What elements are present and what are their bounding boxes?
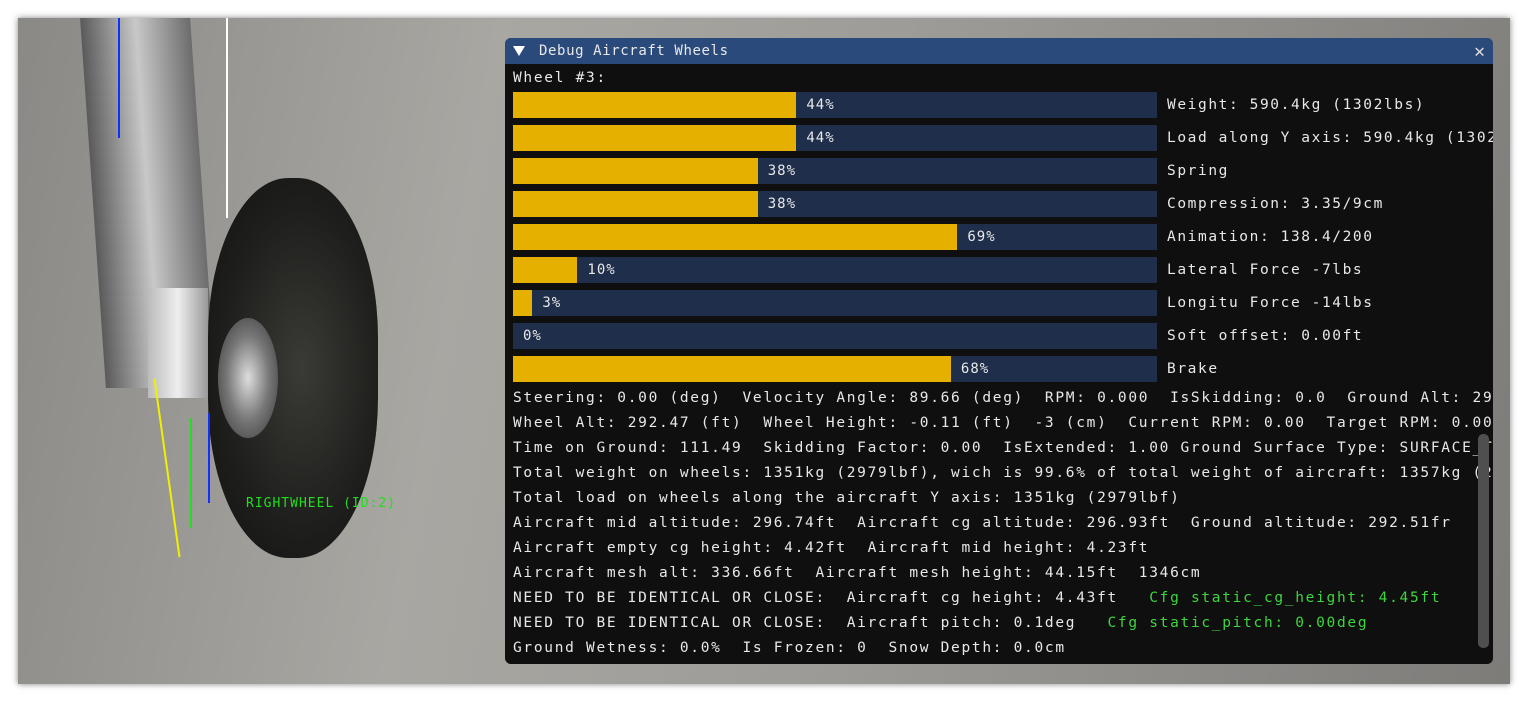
debug-axis-line bbox=[208, 413, 210, 503]
progress-percent: 38% bbox=[767, 196, 797, 212]
info-line: Aircraft mesh alt: 336.66ft Aircraft mes… bbox=[513, 565, 1202, 581]
progress-fill bbox=[513, 356, 951, 382]
progress-percent: 3% bbox=[542, 295, 562, 311]
progress-bar: 38% bbox=[513, 191, 1157, 217]
progress-percent: 38% bbox=[767, 163, 797, 179]
bar-label: Longitu Force -14lbs bbox=[1167, 295, 1374, 311]
compare-text: NEED TO BE IDENTICAL OR CLOSE: Aircraft … bbox=[513, 590, 1150, 606]
progress-percent: 44% bbox=[806, 97, 835, 113]
progress-fill bbox=[513, 191, 758, 217]
progress-bar: 0% bbox=[513, 323, 1157, 349]
wheel-header: Wheel #3: bbox=[513, 70, 607, 86]
info-line: Aircraft mid altitude: 296.74ft Aircraft… bbox=[513, 515, 1452, 531]
info-line: Aircraft empty cg height: 4.42ft Aircraf… bbox=[513, 540, 1150, 556]
progress-percent: 0% bbox=[523, 328, 542, 344]
wheel-hub bbox=[218, 318, 278, 438]
progress-bar: 38% bbox=[513, 158, 1157, 184]
compare-line: NEED TO BE IDENTICAL OR CLOSE: Aircraft … bbox=[513, 615, 1368, 631]
progress-percent: 68% bbox=[960, 361, 990, 377]
info-line: Total load on wheels along the aircraft … bbox=[513, 490, 1181, 506]
close-icon[interactable]: ✕ bbox=[1474, 41, 1485, 62]
compare-text: NEED TO BE IDENTICAL OR CLOSE: Aircraft … bbox=[513, 615, 1108, 631]
progress-bar: 69% bbox=[513, 224, 1157, 250]
progress-bar: 10% bbox=[513, 257, 1157, 283]
progress-bar: 44% bbox=[513, 92, 1157, 118]
bar-label: Spring bbox=[1167, 163, 1229, 179]
progress-bar: 68% bbox=[513, 356, 1157, 382]
cfg-value: Cfg static_cg_height: 4.45ft bbox=[1149, 590, 1442, 606]
progress-percent: 44% bbox=[806, 130, 835, 146]
debug-aircraft-wheels-window[interactable]: Debug Aircraft Wheels ✕ Wheel #3: 44% Wei… bbox=[505, 38, 1493, 664]
triangle-down-icon[interactable] bbox=[513, 46, 525, 56]
scrollbar-thumb[interactable] bbox=[1478, 434, 1489, 648]
progress-bar: 3% bbox=[513, 290, 1157, 316]
progress-fill bbox=[513, 125, 797, 151]
bar-label: Soft offset: 0.00ft bbox=[1167, 328, 1364, 344]
progress-fill bbox=[513, 92, 797, 118]
progress-fill bbox=[513, 224, 958, 250]
environment-line: Ground Wetness: 0.0% Is Frozen: 0 Snow D… bbox=[513, 640, 1066, 656]
progress-fill bbox=[513, 290, 533, 316]
info-line: Total weight on wheels: 1351kg (2979lbf)… bbox=[513, 465, 1493, 481]
bar-label: Load along Y axis: 590.4kg (1302lbs bbox=[1167, 130, 1493, 146]
compare-line: NEED TO BE IDENTICAL OR CLOSE: Aircraft … bbox=[513, 590, 1441, 606]
debug-axis-line bbox=[190, 418, 192, 528]
progress-fill bbox=[513, 257, 578, 283]
debug-axis-line bbox=[118, 18, 120, 138]
bar-label: Weight: 590.4kg (1302lbs) bbox=[1167, 97, 1426, 113]
gear-fork bbox=[148, 288, 208, 398]
bar-label: Compression: 3.35/9cm bbox=[1167, 196, 1384, 212]
debug-axis-line bbox=[153, 378, 181, 558]
progress-percent: 69% bbox=[967, 229, 996, 245]
progress-percent: 10% bbox=[587, 262, 616, 278]
debug-axis-line bbox=[226, 18, 228, 218]
info-line: Steering: 0.00 (deg) Velocity Angle: 89.… bbox=[513, 390, 1493, 406]
bar-label: Lateral Force -7lbs bbox=[1167, 262, 1364, 278]
info-line: Time on Ground: 111.49 Skidding Factor: … bbox=[513, 440, 1493, 456]
bar-label: Brake bbox=[1167, 361, 1219, 377]
window-title: Debug Aircraft Wheels bbox=[539, 43, 729, 59]
cfg-value: Cfg static_pitch: 0.00deg bbox=[1107, 615, 1369, 631]
progress-bar: 44% bbox=[513, 125, 1157, 151]
bar-label: Animation: 138.4/200 bbox=[1167, 229, 1374, 245]
window-title-bar[interactable]: Debug Aircraft Wheels ✕ bbox=[505, 38, 1493, 64]
progress-fill bbox=[513, 158, 758, 184]
info-line: Wheel Alt: 292.47 (ft) Wheel Height: -0.… bbox=[513, 415, 1493, 431]
wheel-debug-label: RIGHTWHEEL (ID:2) bbox=[246, 496, 397, 511]
